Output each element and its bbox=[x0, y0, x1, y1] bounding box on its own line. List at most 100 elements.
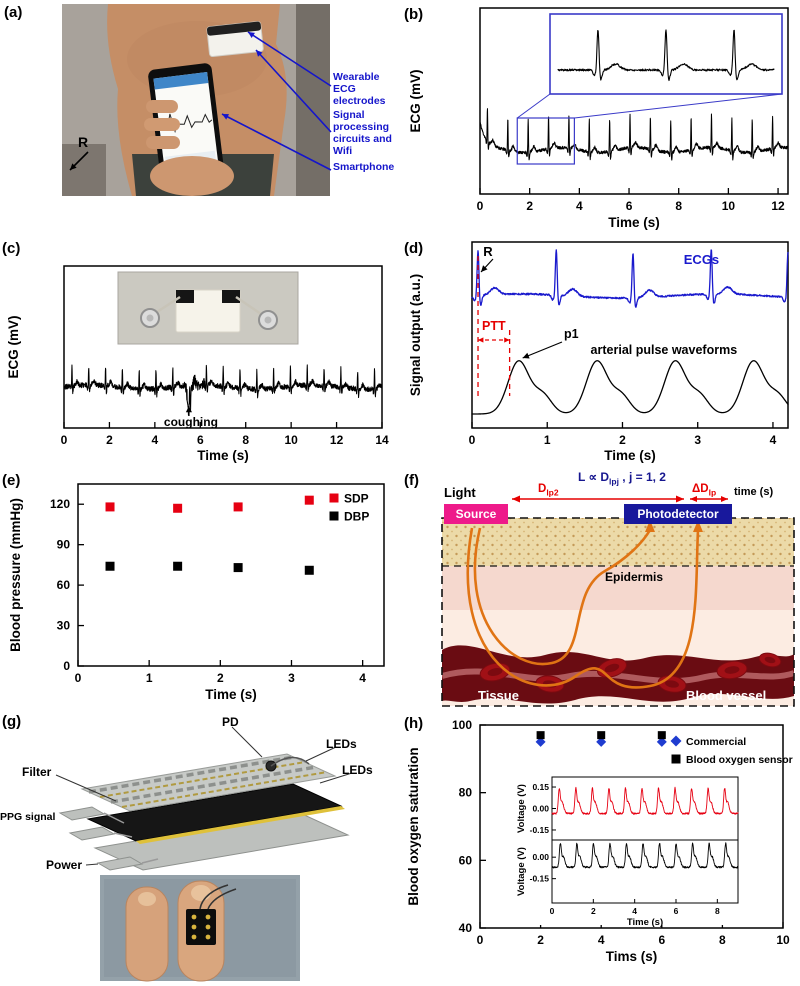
svg-text:8: 8 bbox=[715, 906, 720, 916]
light-label: Light bbox=[444, 485, 476, 500]
svg-text:1: 1 bbox=[146, 671, 153, 685]
svg-text:ECGs: ECGs bbox=[684, 252, 719, 267]
panel-h: (h) 0 2 4 6 8 10 40 60 80 100 Tims (s) Blood oxygen… bbox=[400, 713, 800, 986]
blood-vessel-label: Blood vessel bbox=[686, 688, 767, 703]
svg-text:12: 12 bbox=[771, 199, 785, 213]
svg-text:Time (s): Time (s) bbox=[627, 917, 663, 928]
svg-text:Voltage (V): Voltage (V) bbox=[516, 784, 527, 833]
svg-text:12: 12 bbox=[330, 433, 344, 447]
light-source-box: Source bbox=[444, 504, 508, 524]
svg-text:ECG (mV): ECG (mV) bbox=[6, 315, 21, 378]
svg-text:2: 2 bbox=[526, 199, 533, 213]
ppg-signal-label: PPG signal bbox=[0, 811, 56, 823]
label-wearable-electrodes: Wearable ECG electrodes bbox=[333, 71, 386, 107]
ppg-pad bbox=[68, 826, 116, 841]
svg-text:arterial pulse waveforms: arterial pulse waveforms bbox=[591, 343, 738, 357]
svg-text:0: 0 bbox=[61, 433, 68, 447]
svg-text:SDP: SDP bbox=[344, 492, 369, 506]
svg-text:80: 80 bbox=[459, 786, 473, 800]
panel-label-g: (g) bbox=[2, 713, 22, 730]
svg-text:10: 10 bbox=[776, 933, 790, 947]
svg-text:8: 8 bbox=[719, 933, 726, 947]
power-label: Power bbox=[46, 858, 83, 872]
light-paths bbox=[466, 520, 703, 689]
svg-text:0: 0 bbox=[477, 933, 484, 947]
wearable-ecg-photo bbox=[62, 4, 330, 196]
panel-f: (f) bbox=[400, 470, 800, 713]
panel-label-c: (c) bbox=[2, 240, 21, 257]
dermis-layer bbox=[442, 566, 794, 610]
svg-text:6: 6 bbox=[197, 433, 204, 447]
finger-photo bbox=[100, 875, 300, 982]
svg-text:3: 3 bbox=[694, 433, 701, 447]
ppg-pad bbox=[58, 806, 106, 821]
svg-text:3: 3 bbox=[288, 671, 295, 685]
svg-text:6: 6 bbox=[626, 199, 633, 213]
epidermis-layer bbox=[442, 518, 794, 566]
svg-text:0: 0 bbox=[477, 199, 484, 213]
svg-text:Voltage (V): Voltage (V) bbox=[516, 847, 527, 896]
leds-label-bottom: LEDs bbox=[342, 763, 373, 777]
svg-text:4: 4 bbox=[152, 433, 159, 447]
svg-text:2: 2 bbox=[217, 671, 224, 685]
time-axis-label: time (s) bbox=[734, 486, 774, 498]
svg-text:2: 2 bbox=[619, 433, 626, 447]
svg-text:Time (s): Time (s) bbox=[604, 448, 656, 463]
distance-arrows bbox=[512, 495, 728, 503]
photodetector-box: Photodetector bbox=[624, 504, 732, 524]
ecg-device-module bbox=[206, 21, 264, 58]
svg-text:30: 30 bbox=[57, 619, 71, 633]
ecg-pulse-chart: 0 1 2 3 4 Time (s) Signal output (a.u.) ECGs art… bbox=[408, 241, 789, 463]
panel-label-e: (e) bbox=[2, 472, 21, 489]
svg-text:10: 10 bbox=[284, 433, 298, 447]
svg-text:0.15: 0.15 bbox=[532, 782, 549, 792]
panel-label-h: (h) bbox=[404, 715, 424, 732]
svg-text:Time (s): Time (s) bbox=[608, 215, 660, 230]
dashed-border bbox=[441, 517, 795, 707]
ecg-time-chart: 0 2 4 6 8 10 12 Time (s) ECG (mV) bbox=[408, 7, 789, 230]
svg-text:120: 120 bbox=[50, 497, 70, 511]
svg-text:8: 8 bbox=[675, 199, 682, 213]
svg-text:R: R bbox=[483, 244, 493, 259]
svg-text:Time (s): Time (s) bbox=[197, 448, 249, 463]
svg-text:0: 0 bbox=[550, 906, 555, 916]
panel-a: (a) bbox=[0, 0, 400, 232]
svg-text:90: 90 bbox=[57, 538, 71, 552]
svg-text:p1: p1 bbox=[564, 327, 579, 341]
tissue-label: Tissue bbox=[478, 688, 519, 703]
svg-text:4: 4 bbox=[576, 199, 583, 213]
hand bbox=[144, 100, 234, 196]
svg-text:6: 6 bbox=[658, 933, 665, 947]
power-pad bbox=[96, 856, 144, 871]
leds-label-top: LEDs bbox=[326, 737, 357, 751]
svg-text:Blood pressure (mmHg): Blood pressure (mmHg) bbox=[8, 498, 23, 652]
svg-text:100: 100 bbox=[452, 718, 472, 732]
r-wave-marker: R bbox=[78, 134, 89, 150]
pathlength-formula: L ∝ Dlpj , j = 1, 2 bbox=[578, 470, 666, 487]
svg-text:0: 0 bbox=[75, 671, 82, 685]
svg-text:14: 14 bbox=[375, 433, 389, 447]
delta-dlp-label: ΔDlp bbox=[692, 483, 717, 498]
svg-text:0: 0 bbox=[63, 659, 70, 673]
skin-optics-diagram bbox=[441, 495, 796, 707]
dlp2-label: Dlp2 bbox=[538, 483, 559, 498]
svg-text:DBP: DBP bbox=[344, 510, 369, 524]
svg-text:4: 4 bbox=[770, 433, 777, 447]
panel-label-d: (d) bbox=[404, 240, 424, 257]
svg-text:Signal output (a.u.): Signal output (a.u.) bbox=[408, 274, 423, 396]
svg-text:60: 60 bbox=[459, 853, 473, 867]
svg-text:6: 6 bbox=[674, 906, 679, 916]
svg-text:-0.15: -0.15 bbox=[530, 874, 550, 884]
pd-label: PD bbox=[222, 715, 239, 729]
panel-label-b: (b) bbox=[404, 6, 424, 23]
svg-text:ECG (mV): ECG (mV) bbox=[408, 69, 423, 132]
sensor-chip bbox=[186, 909, 216, 945]
blood-pressure-chart: 0 1 2 3 4 0 30 60 90 120 Time (s) Blood pressure (m… bbox=[8, 483, 385, 702]
svg-text:2: 2 bbox=[591, 906, 596, 916]
sensor-schematic bbox=[55, 726, 353, 982]
svg-text:2: 2 bbox=[106, 433, 113, 447]
svg-text:4: 4 bbox=[632, 906, 637, 916]
svg-text:Tims (s): Tims (s) bbox=[606, 949, 658, 964]
